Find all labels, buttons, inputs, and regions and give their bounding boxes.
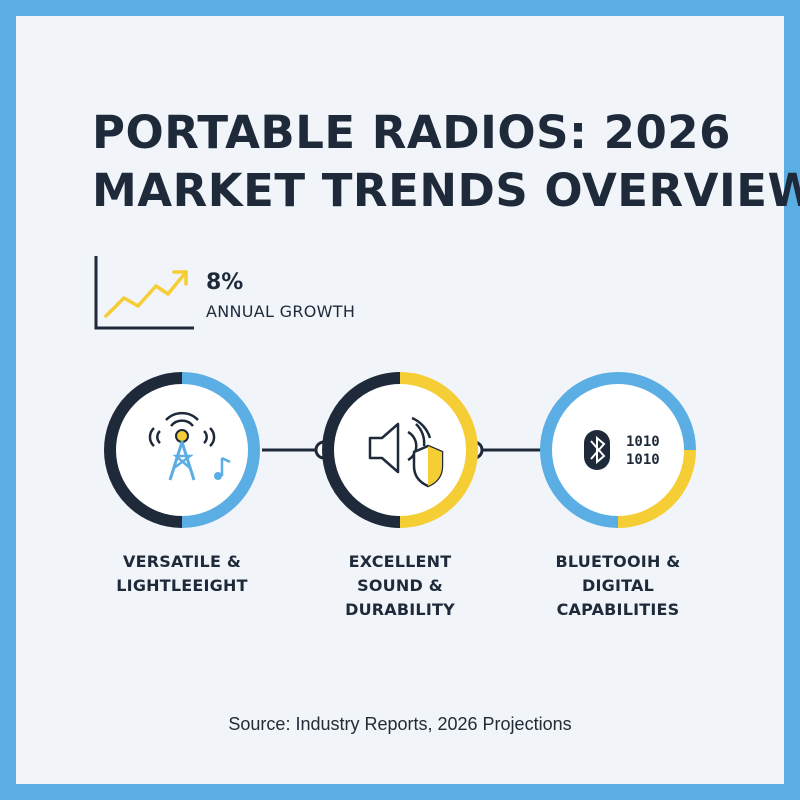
label-line: CAPABILITIES bbox=[556, 600, 680, 619]
label-bluetooth: BLUETOOIH & DIGITAL CAPABILITIES bbox=[523, 550, 713, 622]
ring-sound bbox=[322, 372, 478, 528]
label-line: DIGITAL bbox=[582, 576, 654, 595]
binary-row-1: 1010 bbox=[626, 434, 660, 450]
label-line: SOUND & bbox=[357, 576, 443, 595]
growth-label: ANNUAL GROWTH bbox=[206, 302, 356, 321]
label-line: VERSATILE & bbox=[122, 552, 241, 571]
source-note: Source: Industry Reports, 2026 Projectio… bbox=[228, 714, 572, 734]
binary-row-2: 1010 bbox=[626, 452, 660, 468]
growth-stat: 8% ANNUAL GROWTH bbox=[94, 254, 374, 334]
speaker-shield-icon bbox=[368, 416, 444, 488]
ring-bluetooth bbox=[540, 372, 696, 528]
ring-versatile bbox=[104, 372, 260, 528]
infographic-panel: PORTABLE RADIOS: 2026 MARKET TRENDS OVER… bbox=[16, 16, 800, 784]
label-sound: EXCELLENT SOUND & DURABILITY bbox=[305, 550, 495, 622]
title-line-1: PORTABLE RADIOS: 2026 bbox=[92, 106, 731, 159]
title-line-2: MARKET TRENDS OVERVIEW bbox=[92, 164, 800, 217]
label-line: EXCELLENT bbox=[348, 552, 452, 571]
label-line: LIGHTLEEIGHT bbox=[116, 576, 248, 595]
label-line: BLUETOOIH & bbox=[555, 552, 681, 571]
page-title: PORTABLE RADIOS: 2026 MARKET TRENDS OVER… bbox=[92, 104, 800, 220]
feature-flow: 1010 1010 bbox=[104, 372, 696, 528]
growth-value: 8% bbox=[206, 270, 244, 295]
trend-up-icon bbox=[94, 256, 194, 330]
bluetooth-binary-icon: 1010 1010 bbox=[584, 430, 660, 470]
label-versatile: VERSATILE & LIGHTLEEIGHT bbox=[87, 550, 277, 598]
radio-tower-icon bbox=[148, 411, 231, 481]
label-line: DURABILITY bbox=[345, 600, 455, 619]
